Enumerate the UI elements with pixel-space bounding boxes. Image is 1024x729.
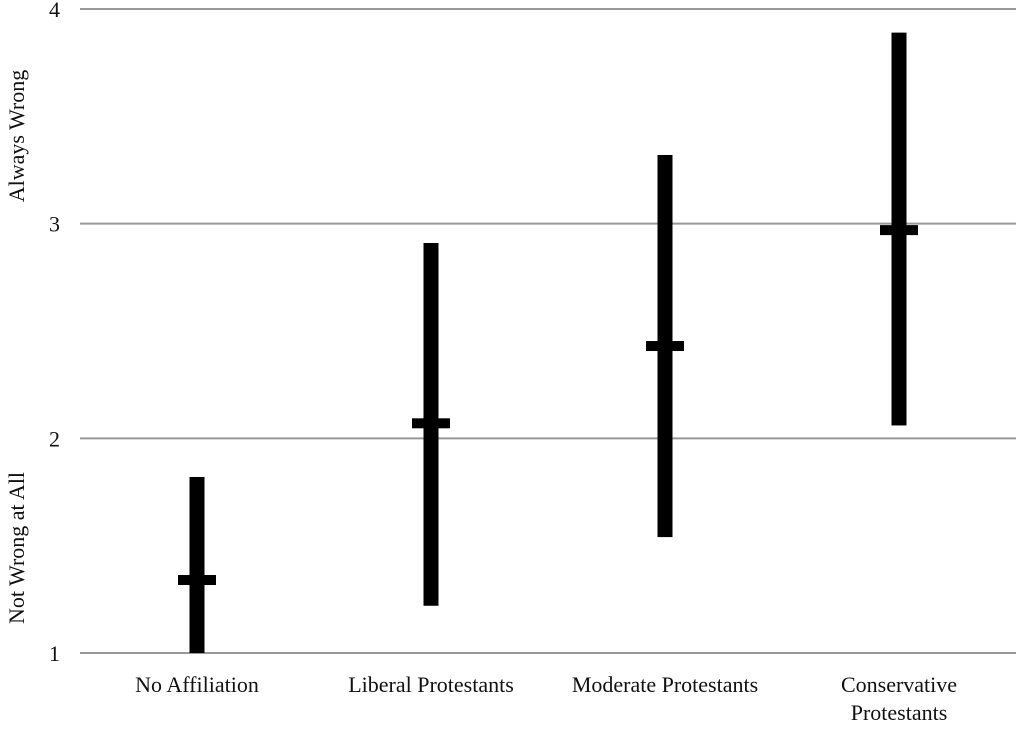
x-axis-labels: No Affiliation Liberal Protestants Moderat… <box>135 672 957 725</box>
x-tick-label-2: Moderate Protestants <box>572 672 758 697</box>
mean-marker-1 <box>412 418 450 429</box>
y-tick-label-0: 1 <box>49 641 60 666</box>
x-tick-label-3-line-0: Conservative <box>841 672 957 697</box>
y-tick-label-3: 4 <box>49 0 60 22</box>
mean-marker-0 <box>178 575 216 586</box>
gridlines <box>80 8 1016 654</box>
mean-marker-3 <box>880 225 918 236</box>
mean-marker-2 <box>646 341 684 352</box>
x-tick-label-1: Liberal Protestants <box>348 672 514 697</box>
y-tick-label-2: 3 <box>49 212 60 237</box>
range-bar-0 <box>189 476 205 653</box>
mean-markers <box>178 225 918 586</box>
y-axis-label-low: Not Wrong at All <box>4 472 29 624</box>
y-tick-label-1: 2 <box>49 426 60 451</box>
range-bars <box>189 32 907 653</box>
y-axis-label-high: Always Wrong <box>4 70 29 203</box>
x-tick-label-0: No Affiliation <box>135 672 259 697</box>
y-axis-ticks: 1 2 3 4 <box>49 0 60 666</box>
x-tick-label-3-line-1: Protestants <box>851 700 948 725</box>
